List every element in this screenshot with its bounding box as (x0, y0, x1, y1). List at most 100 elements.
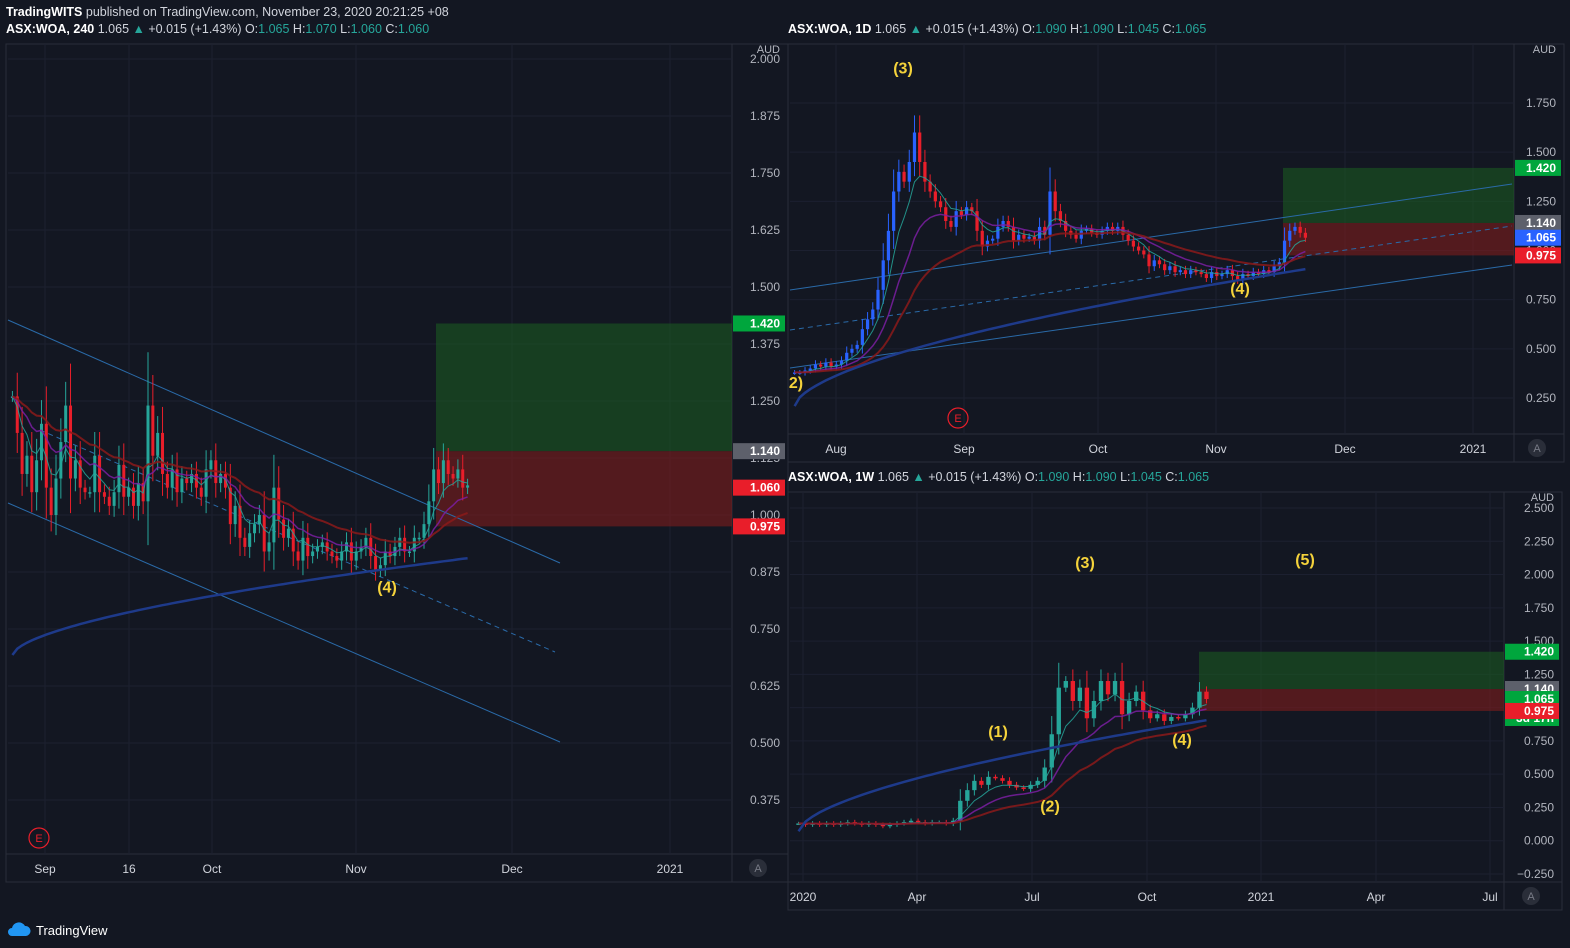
br-interval[interactable]: 1W (855, 470, 875, 484)
candle (949, 215, 953, 232)
y-tick-label: 2.500 (1524, 501, 1554, 515)
candle (1163, 258, 1167, 275)
candle-body (850, 348, 854, 353)
candle-body (228, 487, 232, 525)
candle (359, 539, 363, 559)
tr-interval[interactable]: 1D (855, 22, 872, 36)
candle-body (131, 487, 135, 506)
currency-label: AUD (1533, 44, 1556, 56)
bottom-right-legend: ASX:WOA, 1W 1.065 ▲ +0.015 (+1.43%) O:1.… (788, 470, 1210, 484)
candle-body (1183, 270, 1188, 275)
candle-body (986, 776, 991, 785)
price-label-box (1515, 247, 1561, 264)
candle (980, 220, 984, 256)
y-tick-label: 1.375 (750, 337, 780, 351)
candle-body (915, 820, 921, 823)
candle (466, 478, 470, 495)
candle (315, 539, 319, 559)
auto-scale-button (1528, 439, 1546, 457)
candle (185, 470, 189, 491)
ema-slow-line (11, 556, 468, 656)
candle (918, 115, 922, 177)
candle (881, 243, 885, 304)
candle-body (980, 230, 984, 247)
pane-frame (5, 43, 789, 883)
candle (1105, 672, 1111, 702)
candle-body (1058, 211, 1063, 221)
candle (865, 312, 870, 336)
candle (248, 520, 252, 558)
candle-body (1169, 716, 1174, 721)
stop-zone (1199, 689, 1504, 711)
candle-body (461, 469, 465, 488)
candle-body (354, 551, 358, 561)
candle-body (151, 405, 155, 456)
candle (959, 206, 964, 220)
candle (422, 511, 426, 549)
y-tick-label: 1.250 (1524, 667, 1554, 681)
left-legend: ASX:WOA, 240 1.065 ▲ +0.015 (+1.43%) O:1… (6, 22, 430, 36)
x-tick-label: Nov (345, 862, 366, 876)
candle-body (1183, 714, 1188, 719)
candle-body (286, 528, 290, 538)
candle (897, 159, 901, 202)
candle-body (996, 226, 1000, 239)
candle (407, 546, 411, 557)
candle (262, 491, 266, 572)
candle-body (876, 289, 880, 310)
x-tick-label: Sep (953, 442, 975, 456)
candle (1112, 672, 1118, 702)
candle-body (345, 542, 349, 552)
candle-body (1049, 734, 1054, 768)
candle (850, 344, 854, 357)
wave-label: (4) (377, 580, 397, 597)
candle-body (161, 432, 165, 474)
tr-symbol[interactable]: ASX:WOA (788, 22, 849, 36)
candle (824, 358, 828, 371)
ema-short-line (794, 175, 1306, 373)
y-tick-label: 2.250 (1524, 534, 1554, 548)
candle-body (432, 469, 436, 502)
candle-body (64, 405, 68, 443)
candle-body (59, 442, 63, 479)
candle-body (1197, 691, 1202, 708)
candle-body (1032, 236, 1036, 241)
candle (78, 441, 82, 505)
candle (282, 504, 286, 551)
price-label-box (733, 479, 785, 496)
candle (15, 372, 19, 453)
candle-body (1152, 260, 1156, 267)
candle-body (238, 505, 242, 538)
br-symbol[interactable]: ASX:WOA (788, 470, 849, 484)
candle (39, 400, 43, 481)
left-interval[interactable]: 240 (73, 22, 95, 36)
candle-body (199, 487, 203, 497)
candle-body (291, 528, 295, 552)
candle-body (1176, 716, 1181, 719)
candle-body (107, 496, 111, 506)
left-symbol[interactable]: ASX:WOA (6, 22, 67, 36)
price-label-text: 1.060 (750, 481, 780, 495)
x-tick-label: Jul (1482, 890, 1497, 904)
y-tick-label: 1.250 (1526, 194, 1556, 208)
candle (886, 213, 891, 275)
candle-body (1133, 691, 1139, 701)
candle-body (127, 487, 131, 497)
price-label-box (1515, 214, 1561, 231)
candle (1152, 255, 1156, 271)
currency-label: AUD (757, 44, 780, 56)
candle-body (1098, 681, 1104, 701)
candle (127, 477, 131, 506)
candle-body (156, 432, 160, 456)
target-zone (1199, 651, 1504, 690)
candle-body (340, 551, 344, 561)
tradingview-cloud-icon (8, 922, 31, 936)
x-tick-label: 2021 (1460, 442, 1487, 456)
candle (20, 406, 24, 496)
candle-body (1064, 221, 1068, 231)
candle-body (427, 501, 431, 525)
candle-body (975, 211, 979, 231)
footer-brand[interactable]: TradingView (36, 922, 108, 938)
candle (1119, 662, 1125, 730)
candle-body (923, 162, 927, 182)
